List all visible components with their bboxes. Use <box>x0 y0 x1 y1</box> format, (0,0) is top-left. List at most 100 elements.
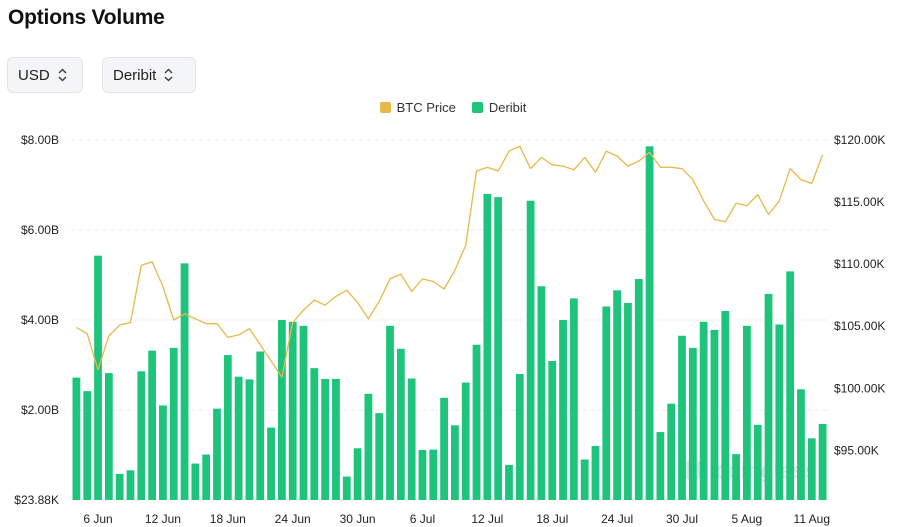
deribit-bar <box>678 335 686 500</box>
exchange-select[interactable]: Deribit <box>102 57 196 93</box>
deribit-bar <box>83 391 92 500</box>
deribit-bar <box>786 271 795 500</box>
x-tick-label: 5 Aug <box>732 512 763 526</box>
deribit-bar <box>526 200 535 500</box>
deribit-bar <box>191 463 200 500</box>
currency-select[interactable]: USD <box>7 57 83 93</box>
deribit-bar <box>472 344 481 500</box>
deribit-bar <box>332 378 340 500</box>
deribit-bar <box>169 347 178 500</box>
y-right-tick-label: $115.00K <box>834 195 885 209</box>
deribit-bar <box>483 194 492 500</box>
x-tick-label: 18 Jul <box>536 512 568 526</box>
y-left-tick-label: $6.00B <box>21 223 59 237</box>
exchange-select-value: Deribit <box>113 66 157 84</box>
deribit-bar <box>548 360 557 500</box>
deribit-bar <box>288 321 297 500</box>
deribit-bar <box>159 405 167 500</box>
deribit-bar <box>180 263 189 500</box>
y-left-tick-label: $4.00B <box>21 313 59 327</box>
deribit-bar <box>148 350 157 500</box>
deribit-bar <box>688 347 697 500</box>
deribit-bar <box>602 306 611 500</box>
page-title: Options Volume <box>8 6 165 29</box>
y-right-tick-label: $120.00K <box>834 133 885 147</box>
x-tick-label: 6 Jun <box>83 512 112 526</box>
deribit-bar <box>94 255 102 500</box>
deribit-bar <box>364 393 373 500</box>
y-right-tick-label: $95.00K <box>834 443 879 457</box>
deribit-bar <box>267 427 275 500</box>
deribit-bar <box>202 454 211 500</box>
deribit-bar <box>342 476 351 500</box>
deribit-bar <box>234 376 243 500</box>
deribit-bar <box>742 325 751 500</box>
deribit-bar <box>624 302 632 500</box>
deribit-bar <box>699 321 708 500</box>
deribit-bar <box>580 459 589 500</box>
deribit-bar <box>310 368 319 500</box>
deribit-bar <box>277 320 286 500</box>
y-left-tick-label: $8.00B <box>21 133 59 147</box>
deribit-bar <box>775 324 784 500</box>
deribit-bar <box>418 450 427 500</box>
deribit-bar <box>104 373 113 500</box>
x-tick-label: 18 Jun <box>210 512 246 526</box>
deribit-bar <box>353 448 362 500</box>
deribit-bar <box>645 146 654 501</box>
deribit-bar <box>591 446 600 500</box>
deribit-bar <box>569 298 578 500</box>
deribit-bar <box>72 377 81 500</box>
deribit-bar <box>396 348 405 500</box>
deribit-bar <box>613 290 622 500</box>
deribit-bar <box>559 320 567 500</box>
legend-item-deribit[interactable]: Deribit <box>471 100 527 115</box>
deribit-bar <box>429 449 438 500</box>
deribit-bar <box>710 329 719 500</box>
deribit-bar <box>451 425 459 500</box>
deribit-bar <box>494 197 503 500</box>
x-tick-label: 24 Jun <box>275 512 311 526</box>
deribit-bar <box>753 424 762 500</box>
legend-label-btc-price: BTC Price <box>396 100 456 115</box>
deribit-bar <box>807 438 816 500</box>
x-tick-label: 30 Jul <box>666 512 698 526</box>
deribit-bar <box>721 311 730 500</box>
deribit-bar <box>667 403 676 500</box>
currency-select-value: USD <box>18 66 50 84</box>
legend-label-deribit: Deribit <box>488 100 527 115</box>
x-tick-label: 11 Aug <box>794 512 830 526</box>
deribit-bar <box>126 470 135 500</box>
y-right-tick-label: $110.00K <box>834 257 885 271</box>
deribit-bar <box>245 379 254 500</box>
deribit-bar <box>634 279 643 500</box>
deribit-bar <box>137 371 146 500</box>
deribit-bar <box>375 413 384 500</box>
chevron-updown-icon <box>58 68 67 82</box>
deribit-bar <box>299 325 308 500</box>
deribit-bar <box>386 325 394 500</box>
y-right-tick-label: $105.00K <box>834 319 885 333</box>
deribit-bar <box>537 286 546 500</box>
btc-price-line <box>76 145 824 378</box>
deribit-bar <box>213 408 221 500</box>
legend-item-btc-price[interactable]: BTC Price <box>379 100 456 115</box>
deribit-bar <box>321 378 330 500</box>
x-tick-label: 12 Jun <box>145 512 181 526</box>
deribit-bar <box>764 293 773 500</box>
deribit-bar <box>223 355 232 500</box>
deribit-bar <box>407 378 416 500</box>
chart-legend: BTC Price Deribit <box>0 100 906 115</box>
deribit-bar <box>515 374 524 500</box>
x-tick-label: 24 Jul <box>601 512 633 526</box>
x-tick-label: 30 Jun <box>340 512 376 526</box>
deribit-bar <box>461 382 470 500</box>
y-right-tick-label: $100.00K <box>834 381 885 395</box>
deribit-bar <box>256 351 265 500</box>
deribit-bar <box>115 473 124 500</box>
y-left-tick-label: $2.00B <box>21 403 59 417</box>
deribit-bar <box>797 389 805 500</box>
y-left-tick-label: $23.88K <box>14 493 59 507</box>
deribit-bar <box>440 397 448 500</box>
